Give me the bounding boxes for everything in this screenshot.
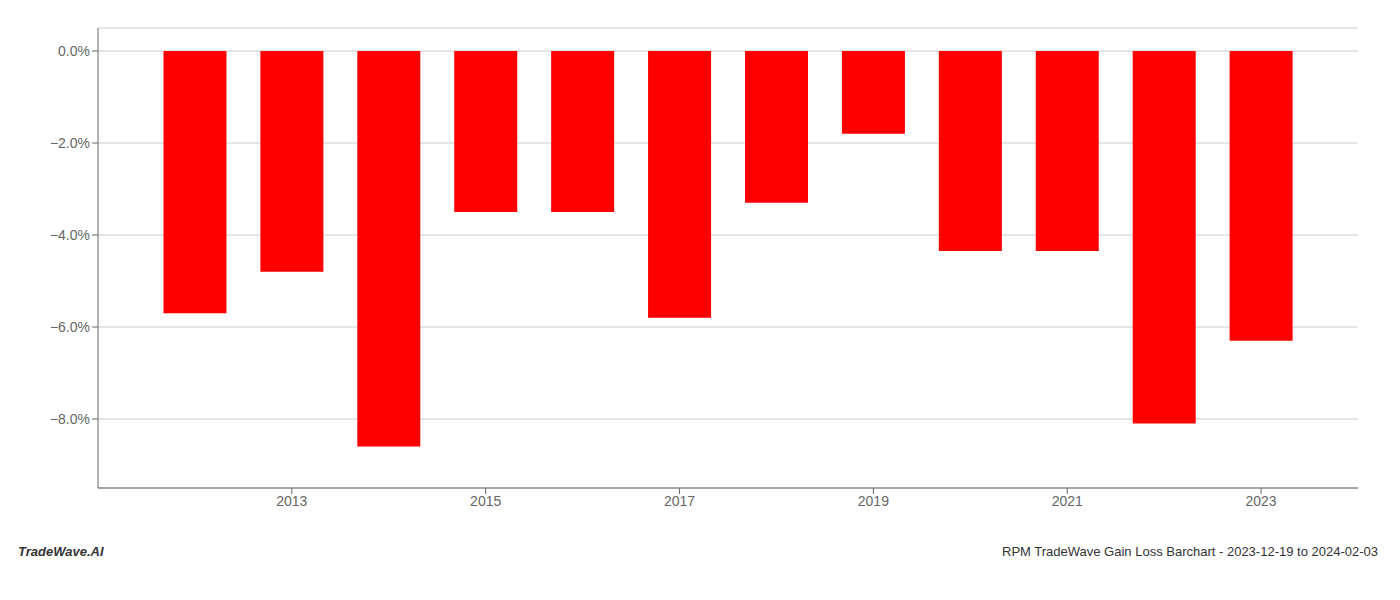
svg-text:−8.0%: −8.0% bbox=[50, 411, 90, 427]
svg-text:−4.0%: −4.0% bbox=[50, 227, 90, 243]
svg-text:−2.0%: −2.0% bbox=[50, 135, 90, 151]
html-text:TradeWave.AI: TradeWave.AI bbox=[18, 544, 104, 559]
svg-text:0.0%: 0.0% bbox=[58, 43, 90, 59]
svg-text:2017: 2017 bbox=[664, 493, 695, 509]
svg-text:2019: 2019 bbox=[858, 493, 889, 509]
svg-text:2021: 2021 bbox=[1052, 493, 1083, 509]
html-text:RPM TradeWave Gain Loss Barcha: RPM TradeWave Gain Loss Barchart - 2023-… bbox=[1002, 544, 1378, 559]
svg-text:−6.0%: −6.0% bbox=[50, 319, 90, 335]
svg-text:2023: 2023 bbox=[1245, 493, 1276, 509]
svg-text:2013: 2013 bbox=[276, 493, 307, 509]
svg-text:2015: 2015 bbox=[470, 493, 501, 509]
